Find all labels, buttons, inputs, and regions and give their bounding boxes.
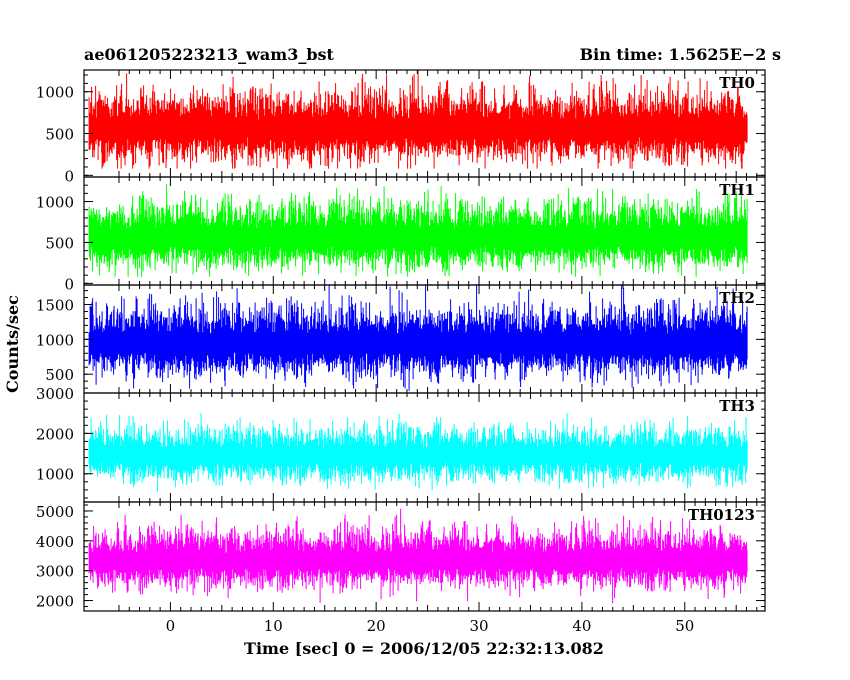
y-tick-label: 1500 <box>36 297 74 315</box>
y-tick-label: 4000 <box>36 533 74 551</box>
y-tick-label: 1000 <box>36 84 74 102</box>
y-tick-label: 2000 <box>36 425 74 443</box>
y-tick-label: 5000 <box>36 503 74 521</box>
panel-th0123: 2000 3000 4000 5000 TH0123 <box>36 501 766 612</box>
y-tick-label: 500 <box>45 366 74 384</box>
x-tick-label: 40 <box>572 617 591 635</box>
x-tick-label: 20 <box>367 617 386 635</box>
panel-th3: 1000 2000 3000 TH3 <box>36 385 766 503</box>
y-tick-label: 1000 <box>36 194 74 212</box>
panel-th0: 0 500 1000 TH0 <box>36 69 766 185</box>
x-axis-label: Time [sec] 0 = 2006/12/05 22:32:13.082 <box>244 639 604 658</box>
y-tick-label: 3000 <box>36 385 74 403</box>
x-ticks <box>118 393 758 502</box>
chart-title-right: Bin time: 1.5625E−2 s <box>580 45 781 64</box>
x-ticks <box>118 177 758 285</box>
x-ticks <box>118 70 758 177</box>
series-th1 <box>88 184 748 277</box>
x-tick-label: 10 <box>264 617 283 635</box>
y-tick-label: 0 <box>64 167 74 185</box>
y-tick-label: 1000 <box>36 466 74 484</box>
x-tick-label: 50 <box>675 617 694 635</box>
legend-th0: TH0 <box>719 74 755 92</box>
y-tick-label: 0 <box>64 275 74 293</box>
y-tick-label: 3000 <box>36 563 74 581</box>
y-tick-label: 500 <box>45 126 74 144</box>
legend-th2: TH2 <box>719 289 755 307</box>
y-tick-label: 500 <box>45 234 74 252</box>
y-tick-label: 2000 <box>36 593 74 611</box>
series-th0 <box>88 70 748 169</box>
x-tick-label: 30 <box>469 617 488 635</box>
x-ticks <box>118 502 758 611</box>
series-th2 <box>88 285 748 391</box>
legend-th0123: TH0123 <box>688 506 755 524</box>
legend-th1: TH1 <box>719 181 755 199</box>
series-th0123 <box>88 508 748 604</box>
panel-th1: 0 500 1000 TH1 <box>36 176 766 293</box>
panel-frame <box>83 501 766 612</box>
chart-title-left: ae061205223213_wam3_bst <box>84 45 335 64</box>
y-axis-label: Counts/sec <box>3 295 22 393</box>
x-tick-label: 0 <box>166 617 176 635</box>
y-tick-label: 1000 <box>36 331 74 349</box>
series-th3 <box>88 412 748 492</box>
legend-th3: TH3 <box>719 397 755 415</box>
x-ticks <box>118 285 758 393</box>
panel-th2: 500 1000 1500 TH2 <box>36 284 766 394</box>
